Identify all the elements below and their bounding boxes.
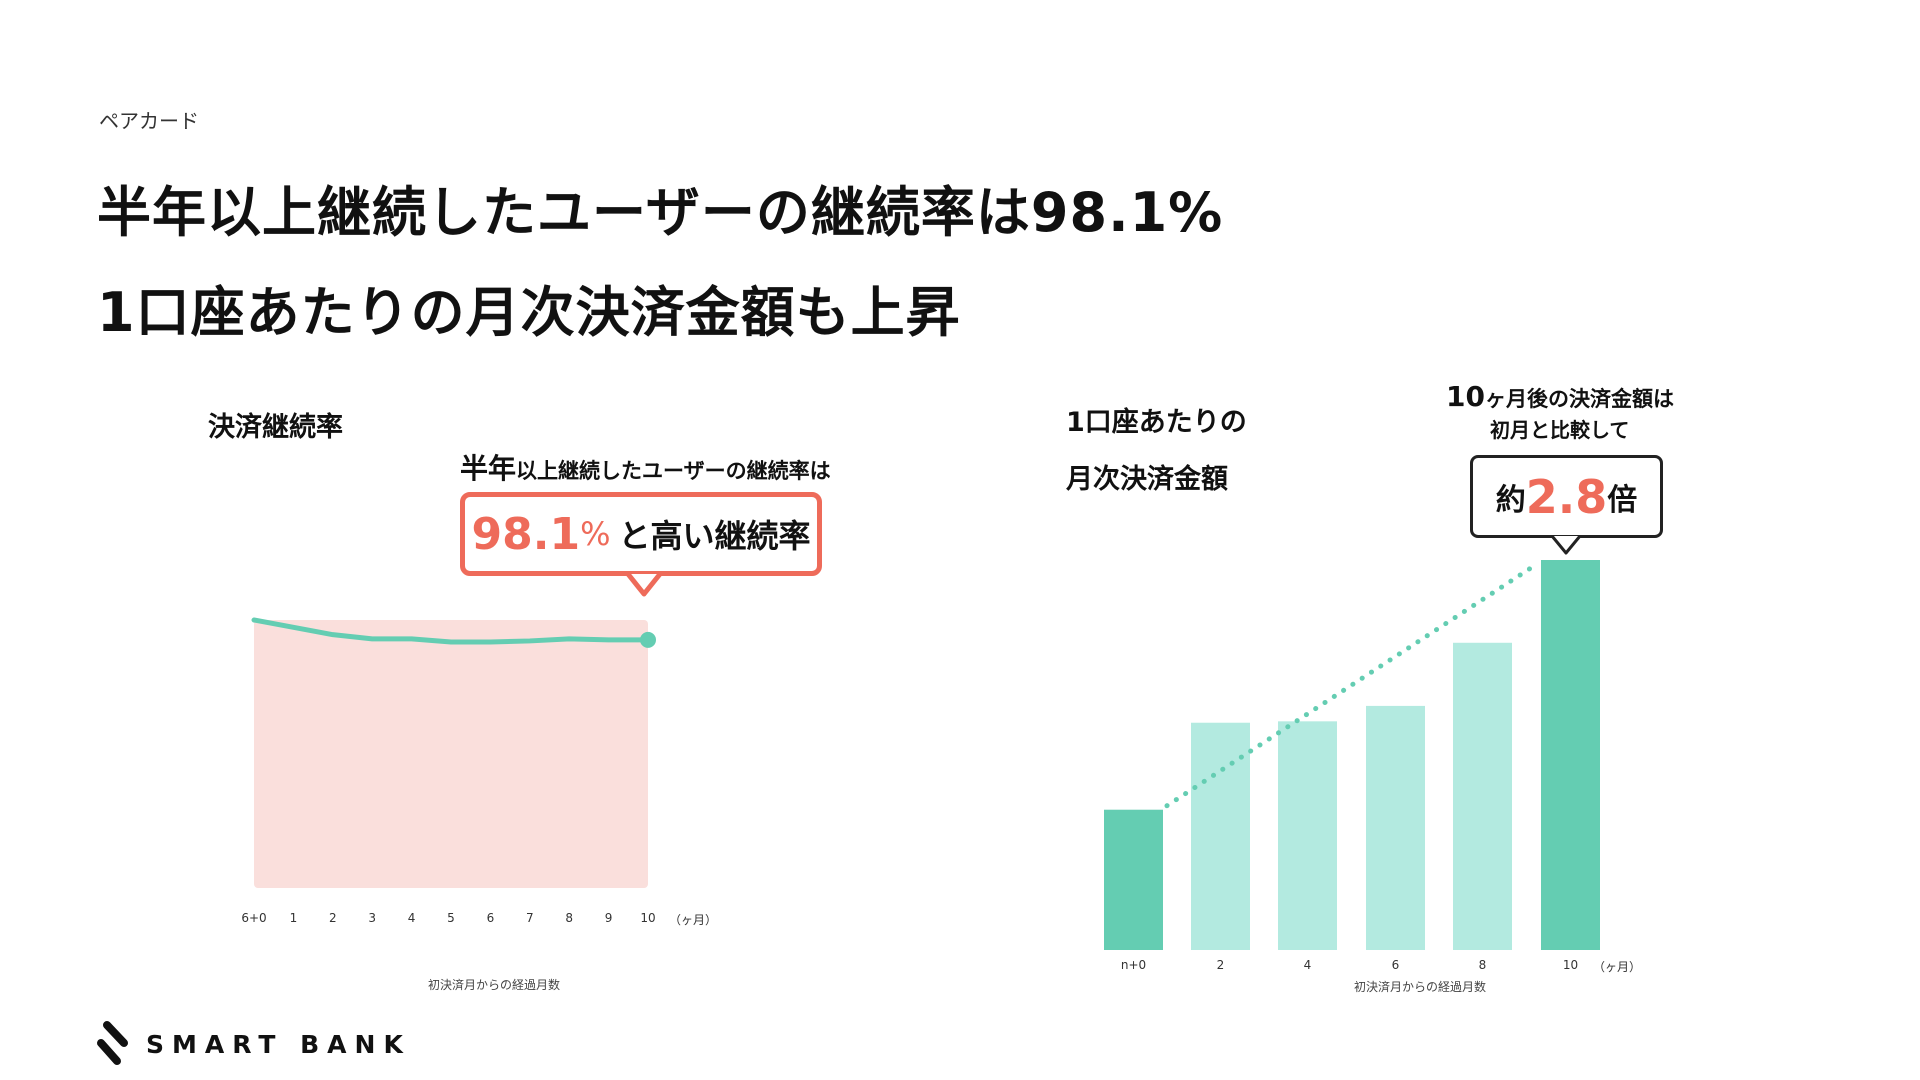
amount-chart-heading-line-1: 1口座あたりの bbox=[1066, 407, 1247, 438]
amount-bar bbox=[1278, 721, 1337, 950]
retention-x-tick: 3 bbox=[368, 911, 377, 925]
amount-callout-prefix: 約 bbox=[1495, 482, 1526, 518]
retention-callout-unit: % bbox=[580, 515, 611, 553]
retention-callout-pointer bbox=[626, 572, 662, 597]
retention-note-emphasis: 半年 bbox=[460, 452, 517, 485]
smartbank-logo-text: SMART BANK bbox=[146, 1030, 411, 1059]
retention-x-tick: 7 bbox=[525, 911, 534, 925]
retention-x-tick: 9 bbox=[604, 911, 613, 925]
amount-trend-line bbox=[1164, 561, 1540, 809]
amount-bar bbox=[1366, 705, 1425, 950]
amount-note-line-2: 初月と比較して bbox=[1490, 418, 1630, 442]
retention-x-tick: 8 bbox=[565, 911, 574, 925]
amount-x-tick: 10 bbox=[1562, 958, 1579, 972]
amount-bar bbox=[1104, 809, 1163, 950]
retention-x-tick: 1 bbox=[289, 911, 298, 925]
retention-note-text: 以上継続したユーザーの継続率は bbox=[516, 459, 831, 483]
retention-x-axis-title: 初決済月からの経過月数 bbox=[427, 978, 561, 992]
amount-callout: 約 2.8 倍 bbox=[1470, 455, 1663, 538]
amount-chart-heading-line-2: 月次決済金額 bbox=[1066, 464, 1228, 495]
smartbank-logo-icon bbox=[97, 1021, 128, 1065]
retention-callout-text: と高い継続率 bbox=[618, 517, 811, 555]
retention-x-tick: 10 bbox=[640, 911, 656, 925]
amount-callout-suffix: 倍 bbox=[1607, 482, 1638, 518]
section-label: ペアカード bbox=[99, 109, 199, 133]
amount-callout-pointer bbox=[1550, 535, 1582, 555]
retention-x-tick: 6+0 bbox=[241, 911, 267, 925]
retention-x-tick: 5 bbox=[447, 911, 455, 925]
retention-callout: 98.1% と高い継続率 bbox=[460, 492, 822, 576]
retention-note: 半年以上継続したユーザーの継続率は bbox=[460, 447, 831, 487]
page-title-line-1: 半年以上継続したユーザーの継続率は98.1% bbox=[97, 181, 1224, 244]
amount-bar bbox=[1453, 642, 1512, 950]
amount-x-tick: 4 bbox=[1303, 958, 1312, 972]
page-title-line-2: 1口座あたりの月次決済金額も上昇 bbox=[97, 281, 961, 344]
amount-x-axis-title: 初決済月からの経過月数 bbox=[1353, 980, 1487, 994]
amount-x-tick: n+0 bbox=[1120, 958, 1147, 972]
retention-x-tick: 6 bbox=[486, 911, 495, 925]
retention-area bbox=[254, 620, 648, 888]
amount-x-tick: 8 bbox=[1478, 958, 1487, 972]
amount-callout-value: 2.8 bbox=[1525, 469, 1608, 524]
amount-note-emphasis: 10 bbox=[1446, 380, 1485, 413]
amount-x-tick: 6 bbox=[1391, 958, 1400, 972]
amount-bar bbox=[1191, 722, 1250, 950]
amount-x-unit: （ヶ月） bbox=[1592, 960, 1642, 974]
amount-note-line-1: 10ヶ月後の決済金額は bbox=[1446, 380, 1674, 413]
retention-x-tick: 2 bbox=[328, 911, 337, 925]
retention-callout-value: 98.1 bbox=[471, 508, 581, 560]
retention-x-tick: 4 bbox=[407, 911, 416, 925]
retention-point bbox=[640, 631, 656, 648]
amount-note-text: ヶ月後の決済金額は bbox=[1484, 387, 1674, 411]
retention-chart-heading: 決済継続率 bbox=[208, 412, 343, 443]
amount-bar bbox=[1541, 560, 1600, 950]
amount-x-tick: 2 bbox=[1216, 958, 1225, 972]
retention-x-unit: （ヶ月） bbox=[668, 913, 718, 927]
